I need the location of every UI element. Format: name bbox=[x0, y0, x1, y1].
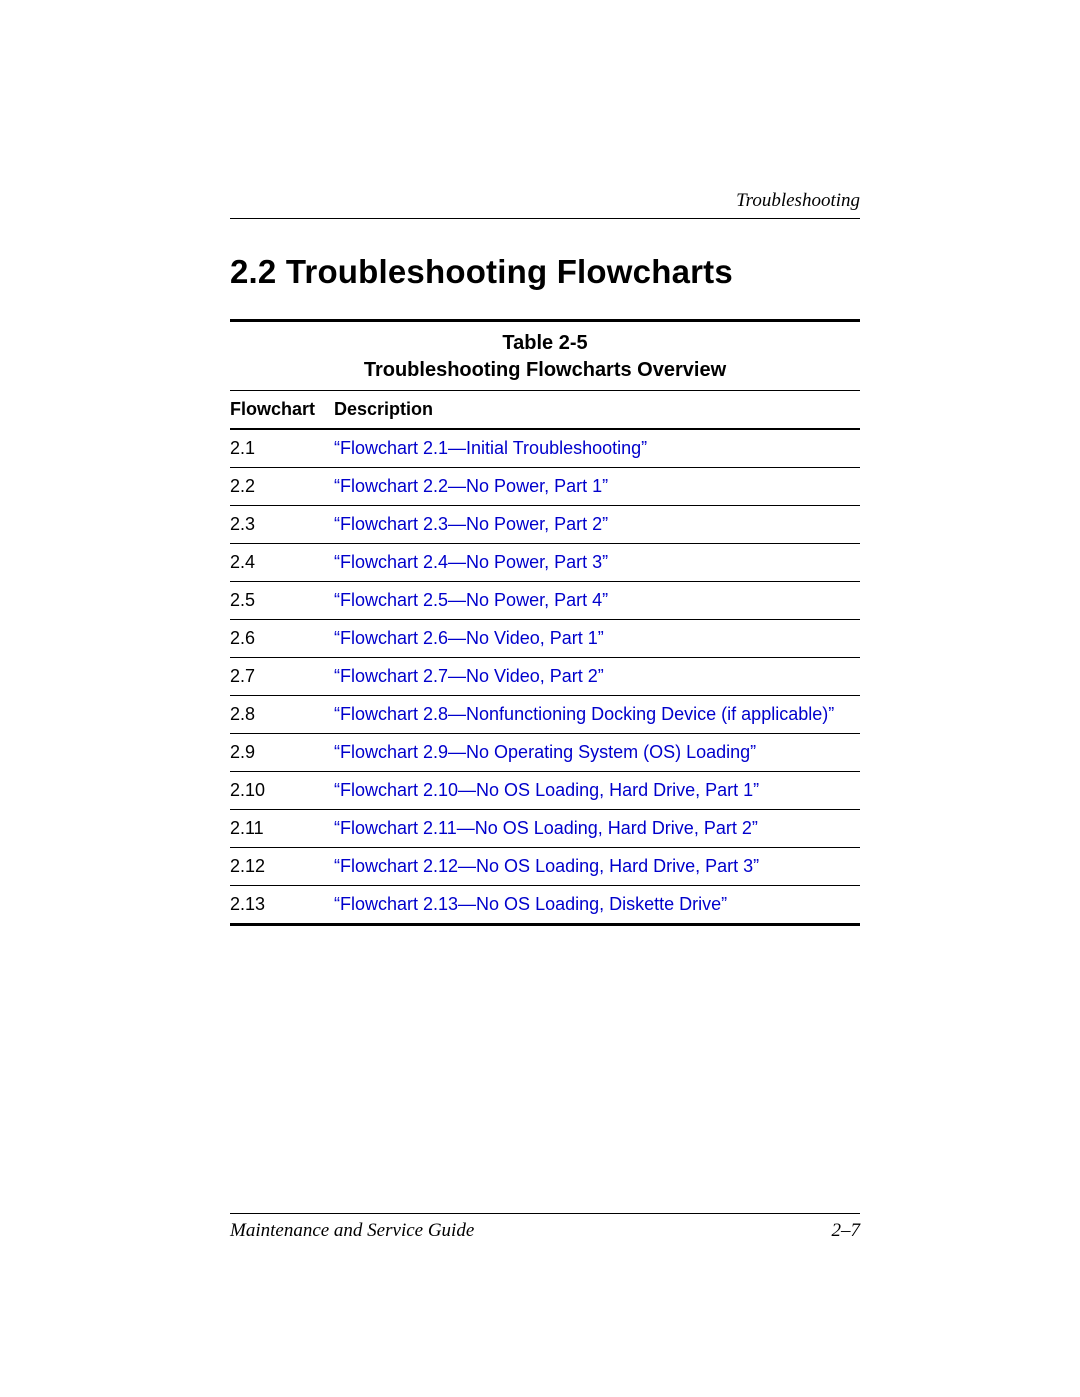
table-bottom-rule bbox=[230, 923, 860, 926]
flowchart-id: 2.1 bbox=[230, 429, 334, 468]
running-head: Troubleshooting bbox=[230, 190, 860, 219]
flowchart-id: 2.6 bbox=[230, 620, 334, 658]
table-row: 2.9 “Flowchart 2.9—No Operating System (… bbox=[230, 734, 860, 772]
table-row: 2.5 “Flowchart 2.5—No Power, Part 4” bbox=[230, 582, 860, 620]
flowchart-id: 2.2 bbox=[230, 468, 334, 506]
flowchart-link[interactable]: “Flowchart 2.3—No Power, Part 2” bbox=[334, 514, 608, 534]
flowchart-link[interactable]: “Flowchart 2.10—No OS Loading, Hard Driv… bbox=[334, 780, 759, 800]
flowchart-link[interactable]: “Flowchart 2.2—No Power, Part 1” bbox=[334, 476, 608, 496]
footer-rule bbox=[230, 1213, 860, 1214]
table-caption: Table 2-5 Troubleshooting Flowcharts Ove… bbox=[230, 332, 860, 382]
flowchart-link[interactable]: “Flowchart 2.8—Nonfunctioning Docking De… bbox=[334, 704, 834, 724]
section-number: 2.2 bbox=[230, 253, 276, 290]
table-row: 2.13 “Flowchart 2.13—No OS Loading, Disk… bbox=[230, 886, 860, 924]
page: Troubleshooting 2.2 Troubleshooting Flow… bbox=[0, 0, 1080, 1397]
flowchart-id: 2.7 bbox=[230, 658, 334, 696]
flowchart-link[interactable]: “Flowchart 2.13—No OS Loading, Diskette … bbox=[334, 894, 727, 914]
table-header-row: Flowchart Description bbox=[230, 391, 860, 429]
section-heading: 2.2 Troubleshooting Flowcharts bbox=[230, 253, 860, 291]
flowchart-link[interactable]: “Flowchart 2.1—Initial Troubleshooting” bbox=[334, 438, 647, 458]
flowchart-link[interactable]: “Flowchart 2.9—No Operating System (OS) … bbox=[334, 742, 756, 762]
flowchart-id: 2.11 bbox=[230, 810, 334, 848]
flowchart-id: 2.5 bbox=[230, 582, 334, 620]
table-row: 2.6 “Flowchart 2.6—No Video, Part 1” bbox=[230, 620, 860, 658]
flowchart-link[interactable]: “Flowchart 2.6—No Video, Part 1” bbox=[334, 628, 604, 648]
footer-right-page-number: 2–7 bbox=[832, 1220, 861, 1242]
table-row: 2.8 “Flowchart 2.8—Nonfunctioning Dockin… bbox=[230, 696, 860, 734]
table-top-rule bbox=[230, 319, 860, 322]
table-caption-number: Table 2-5 bbox=[230, 332, 860, 355]
table-row: 2.11 “Flowchart 2.11—No OS Loading, Hard… bbox=[230, 810, 860, 848]
flowchart-link[interactable]: “Flowchart 2.12—No OS Loading, Hard Driv… bbox=[334, 856, 759, 876]
footer-left: Maintenance and Service Guide bbox=[230, 1220, 474, 1242]
flowchart-link[interactable]: “Flowchart 2.7—No Video, Part 2” bbox=[334, 666, 604, 686]
table-row: 2.12 “Flowchart 2.12—No OS Loading, Hard… bbox=[230, 848, 860, 886]
table-body: 2.1 “Flowchart 2.1—Initial Troubleshooti… bbox=[230, 429, 860, 923]
col-header-description: Description bbox=[334, 391, 860, 429]
footer-row: Maintenance and Service Guide 2–7 bbox=[230, 1220, 860, 1242]
flowchart-id: 2.4 bbox=[230, 544, 334, 582]
table-caption-title: Troubleshooting Flowcharts Overview bbox=[230, 359, 860, 382]
table-row: 2.4 “Flowchart 2.4—No Power, Part 3” bbox=[230, 544, 860, 582]
table-row: 2.2 “Flowchart 2.2—No Power, Part 1” bbox=[230, 468, 860, 506]
flowchart-id: 2.3 bbox=[230, 506, 334, 544]
table-row: 2.3 “Flowchart 2.3—No Power, Part 2” bbox=[230, 506, 860, 544]
flowchart-id: 2.13 bbox=[230, 886, 334, 924]
flowchart-id: 2.12 bbox=[230, 848, 334, 886]
flowchart-overview-table: Flowchart Description 2.1 “Flowchart 2.1… bbox=[230, 391, 860, 923]
flowchart-link[interactable]: “Flowchart 2.11—No OS Loading, Hard Driv… bbox=[334, 818, 758, 838]
table-row: 2.7 “Flowchart 2.7—No Video, Part 2” bbox=[230, 658, 860, 696]
table-row: 2.1 “Flowchart 2.1—Initial Troubleshooti… bbox=[230, 429, 860, 468]
flowchart-id: 2.10 bbox=[230, 772, 334, 810]
flowchart-link[interactable]: “Flowchart 2.4—No Power, Part 3” bbox=[334, 552, 608, 572]
flowchart-link[interactable]: “Flowchart 2.5—No Power, Part 4” bbox=[334, 590, 608, 610]
section-title-text: Troubleshooting Flowcharts bbox=[286, 253, 733, 290]
page-footer: Maintenance and Service Guide 2–7 bbox=[230, 1213, 860, 1242]
flowchart-id: 2.8 bbox=[230, 696, 334, 734]
table-row: 2.10 “Flowchart 2.10—No OS Loading, Hard… bbox=[230, 772, 860, 810]
flowchart-id: 2.9 bbox=[230, 734, 334, 772]
col-header-flowchart: Flowchart bbox=[230, 391, 334, 429]
